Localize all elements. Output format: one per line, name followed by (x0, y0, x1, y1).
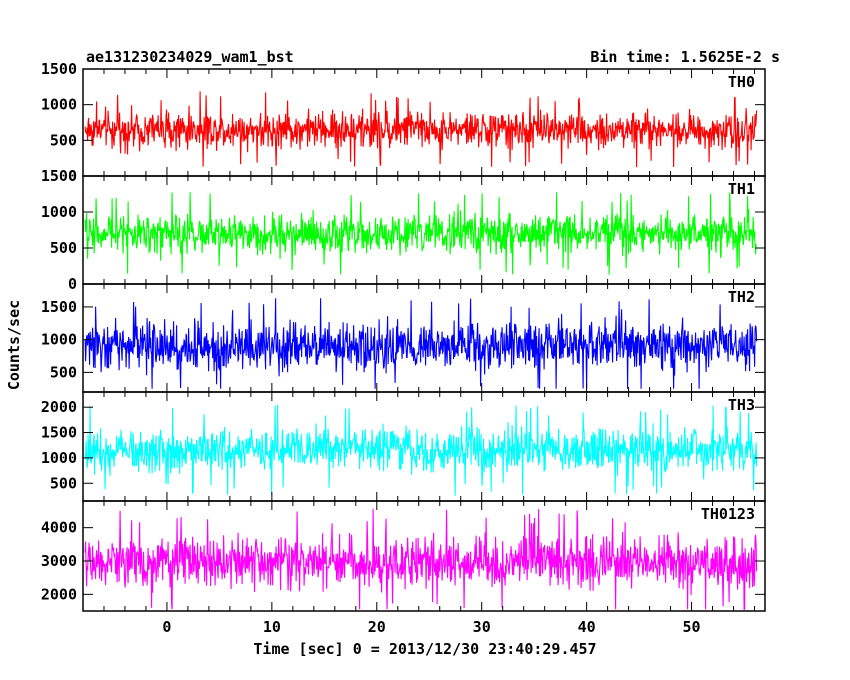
x-axis-label: Time [sec] 0 = 2013/12/30 23:40:29.457 (253, 640, 596, 658)
y-tick-label: 4000 (41, 519, 77, 537)
y-tick-label: 1000 (41, 331, 77, 349)
x-tick-label: 0 (162, 618, 171, 636)
x-tick-label: 10 (263, 618, 281, 636)
y-tick-label: 1500 (41, 167, 77, 185)
x-tick-label: 50 (683, 618, 701, 636)
y-tick-label: 1500 (41, 298, 77, 316)
series-label-th3: TH3 (728, 396, 755, 414)
series-trace-th0123 (84, 508, 758, 610)
series-trace-th0 (84, 91, 758, 168)
y-tick-label: 1000 (41, 449, 77, 467)
y-tick-label: 0 (68, 167, 77, 185)
x-tick-label: 40 (578, 618, 596, 636)
panel-th0123: 2000 3000 4000 TH0123 (41, 500, 766, 612)
y-tick-label: 2000 (41, 398, 77, 416)
y-tick-label: 1000 (41, 96, 77, 114)
y-tick-label: 500 (50, 239, 77, 257)
y-tick-label: 500 (50, 474, 77, 492)
panel-th2: 500 1000 1500 TH2 (41, 283, 766, 393)
y-tick-label: 500 (50, 131, 77, 149)
series-label-th0: TH0 (728, 73, 755, 91)
panel-frame (82, 500, 766, 612)
series-label-th1: TH1 (728, 180, 755, 198)
chart-title-left: ae131230234029_wam1_bst (86, 48, 294, 66)
series-trace-th2 (84, 298, 758, 389)
panel-th3: 500 1000 1500 2000 TH3 (41, 391, 766, 502)
series-trace-th3 (84, 404, 758, 496)
y-tick-label: 1500 (41, 424, 77, 442)
series-label-th0123: TH0123 (701, 505, 755, 523)
x-tick-label: 20 (368, 618, 386, 636)
series-label-th2: TH2 (728, 288, 755, 306)
y-tick-label: 2000 (41, 585, 77, 603)
chart-title-right: Bin time: 1.5625E-2 s (590, 48, 780, 66)
y-tick-label: 1000 (41, 203, 77, 221)
y-tick-label: 500 (50, 363, 77, 381)
y-tick-label: 3000 (41, 552, 77, 570)
y-tick-label: 1500 (41, 60, 77, 78)
series-trace-th1 (84, 192, 757, 275)
panel-th1: 0 500 1000 1500 TH1 (41, 167, 766, 293)
y-tick-label: 0 (68, 275, 77, 293)
panels-group: 050010001500TH0050010001500TH15001000150… (41, 60, 766, 636)
panel-th0: 0 500 1000 1500 TH0 (41, 60, 766, 185)
x-tick-label: 30 (473, 618, 491, 636)
y-axis-label: Counts/sec (5, 300, 23, 390)
